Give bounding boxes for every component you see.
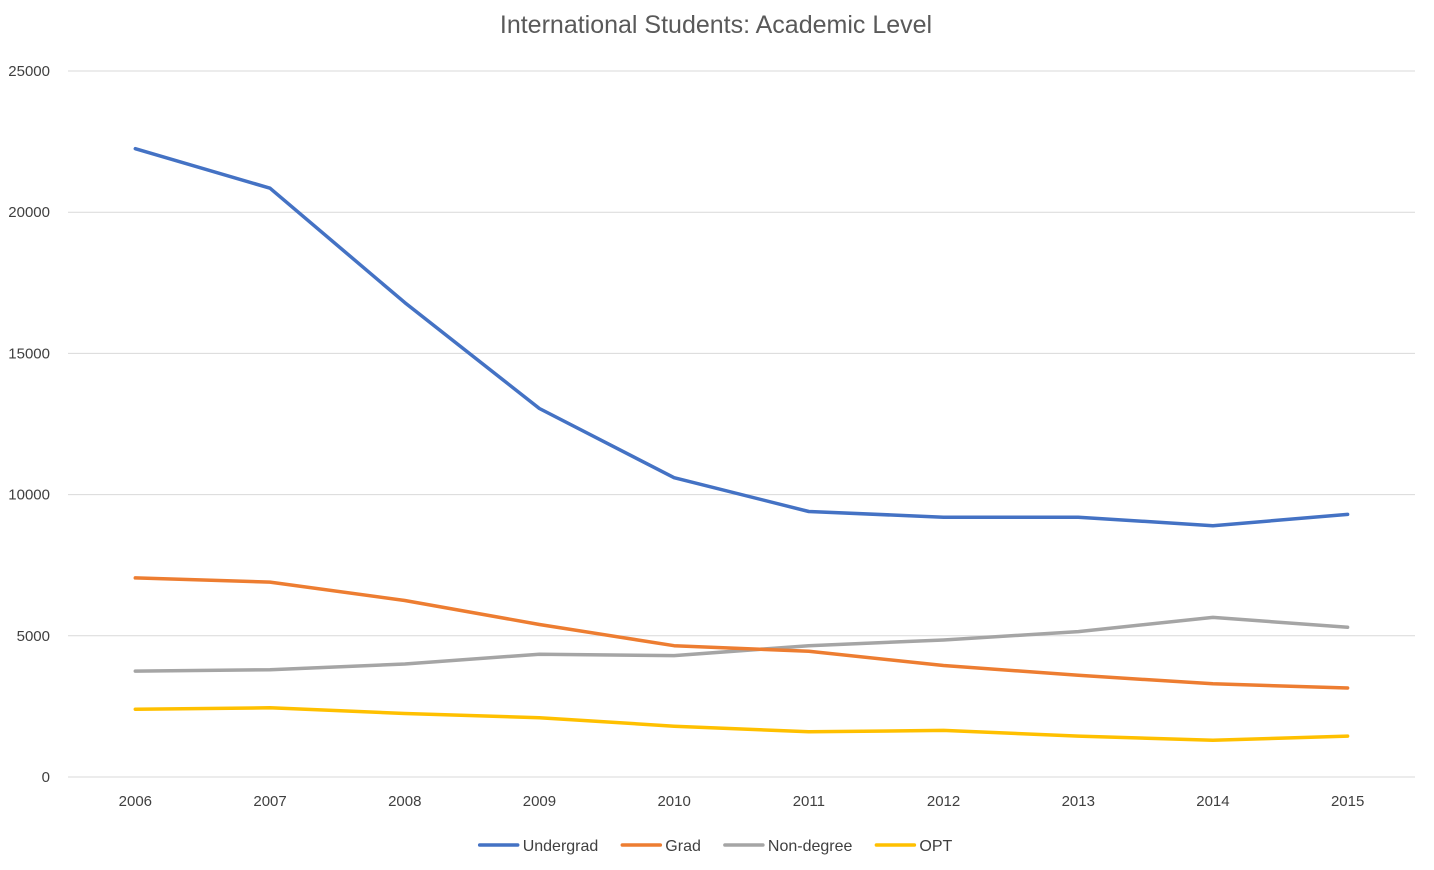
series-lines [133,146,1350,743]
x-tick-label: 2006 [119,793,152,810]
x-tick-label: 2011 [793,793,825,810]
legend-item-undergrad: Undergrad [477,838,599,855]
x-tick-label: 2012 [927,793,960,810]
legend-item-grad: Grad [620,838,701,855]
x-tick-label: 2015 [1331,793,1364,810]
legend-item-opt: OPT [874,838,953,855]
y-axis-tick-labels: 0 5000 10000 15000 20000 25000 [8,63,50,786]
y-tick-label: 0 [42,769,50,786]
x-tick-label: 2008 [388,793,421,810]
x-tick-label: 2013 [1062,793,1095,810]
chart-title: International Students: Academic Level [500,11,932,39]
y-tick-label: 25000 [8,63,50,80]
legend-item-non-degree: Non-degree [723,838,853,855]
x-tick-label: 2014 [1196,793,1229,810]
legend-label: Undergrad [523,838,599,855]
x-tick-label: 2010 [657,793,690,810]
y-tick-label: 10000 [8,487,50,504]
x-axis-tick-labels: 2006 2007 2008 2009 2010 2011 2012 2013 2014 2015 [119,793,1365,810]
x-tick-label: 2007 [253,793,286,810]
y-tick-label: 5000 [17,628,50,645]
legend: Undergrad Grad Non-degree OPT [477,838,953,855]
legend-label: Non-degree [768,838,853,855]
series-line-non-degree [133,615,1350,673]
x-tick-label: 2009 [523,793,556,810]
series-line-grad [133,576,1350,690]
series-line-opt [133,706,1350,743]
y-tick-label: 15000 [8,345,50,362]
legend-label: Grad [665,838,701,855]
legend-label: OPT [919,838,952,855]
y-tick-label: 20000 [8,204,50,221]
series-line-undergrad [133,146,1350,528]
